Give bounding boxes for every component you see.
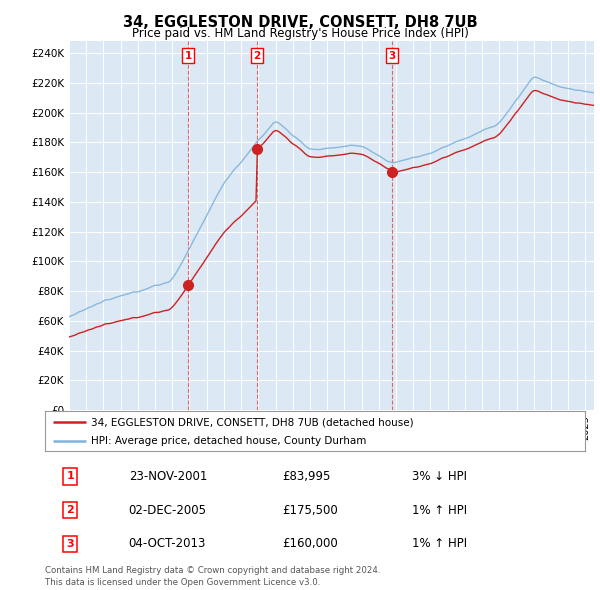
Text: 3: 3 (67, 539, 74, 549)
Text: HPI: Average price, detached house, County Durham: HPI: Average price, detached house, Coun… (91, 435, 366, 445)
Text: 1% ↑ HPI: 1% ↑ HPI (412, 537, 467, 550)
Text: 34, EGGLESTON DRIVE, CONSETT, DH8 7UB (detached house): 34, EGGLESTON DRIVE, CONSETT, DH8 7UB (d… (91, 417, 413, 427)
Text: 04-OCT-2013: 04-OCT-2013 (128, 537, 206, 550)
Text: 3: 3 (388, 51, 395, 61)
Text: 1: 1 (184, 51, 192, 61)
Text: Price paid vs. HM Land Registry's House Price Index (HPI): Price paid vs. HM Land Registry's House … (131, 27, 469, 40)
Text: 02-DEC-2005: 02-DEC-2005 (128, 504, 206, 517)
Text: 34, EGGLESTON DRIVE, CONSETT, DH8 7UB: 34, EGGLESTON DRIVE, CONSETT, DH8 7UB (122, 15, 478, 30)
Text: Contains HM Land Registry data © Crown copyright and database right 2024.
This d: Contains HM Land Registry data © Crown c… (45, 566, 380, 587)
Text: £175,500: £175,500 (283, 504, 338, 517)
Text: 23-NOV-2001: 23-NOV-2001 (128, 470, 207, 483)
Text: 2: 2 (67, 505, 74, 515)
Text: 1: 1 (67, 471, 74, 481)
Text: £160,000: £160,000 (283, 537, 338, 550)
Text: £83,995: £83,995 (283, 470, 331, 483)
Text: 1% ↑ HPI: 1% ↑ HPI (412, 504, 467, 517)
Text: 3% ↓ HPI: 3% ↓ HPI (412, 470, 467, 483)
Text: 2: 2 (253, 51, 260, 61)
